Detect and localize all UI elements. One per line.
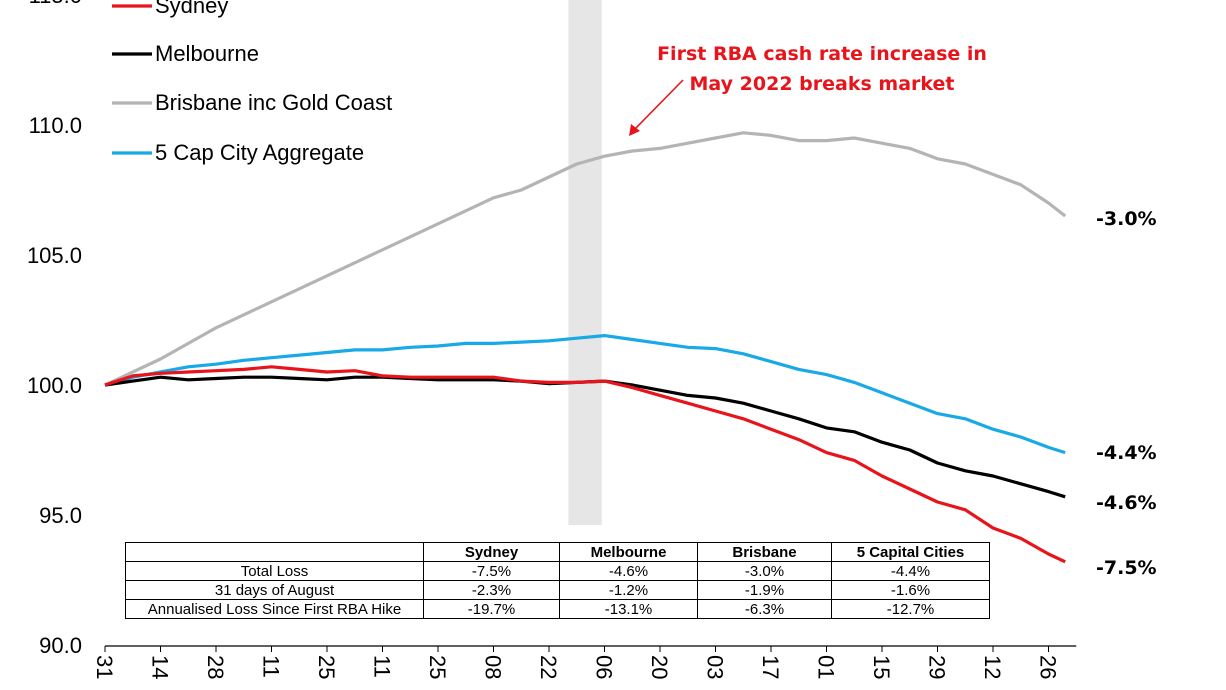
row-label: Annualised Loss Since First RBA Hike xyxy=(125,599,424,619)
table-header-row: Sydney Melbourne Brisbane 5 Capital Citi… xyxy=(125,542,990,562)
table-header-5-capital-cities: 5 Capital Cities xyxy=(831,542,990,562)
end-value-label: -7.5% xyxy=(1096,557,1157,579)
annotation-line-2: May 2022 breaks market xyxy=(690,73,955,95)
table-cell: -7.5% xyxy=(423,561,560,581)
y-tick-label: 115.0 xyxy=(29,0,82,8)
end-value-label: -4.6% xyxy=(1096,492,1157,514)
table-header-sydney: Sydney xyxy=(423,542,560,562)
legend: Sydney Melbourne Brisbane inc Gold Coast 5 … xyxy=(112,0,392,165)
annotation-arrow xyxy=(633,79,684,131)
x-tick-label: 06 xyxy=(592,655,617,679)
legend-label: Brisbane inc Gold Coast xyxy=(155,90,392,115)
x-tick-label: 28 xyxy=(203,655,228,679)
table-row: Total Loss -7.5% -4.6% -3.0% -4.4% xyxy=(125,561,990,581)
end-labels: -3.0% -4.4% -4.6% -7.5% xyxy=(1096,208,1157,579)
table-cell: -1.9% xyxy=(697,580,832,600)
x-tick-label: 29 xyxy=(925,655,950,679)
table-cell: -2.3% xyxy=(423,580,560,600)
table-header-brisbane: Brisbane xyxy=(697,542,832,562)
end-value-label: -4.4% xyxy=(1096,442,1157,464)
table-cell: -3.0% xyxy=(697,561,832,581)
table-cell: -4.4% xyxy=(831,561,990,581)
table-cell: -1.2% xyxy=(559,580,698,600)
y-tick-label: 90.0 xyxy=(39,633,82,658)
x-axis: 31 14 28 11 25 11 25 08 22 06 20 03 17 01 15 29 12 26 xyxy=(92,645,1077,679)
table-cell: -6.3% xyxy=(697,599,832,619)
table-cell: -13.1% xyxy=(559,599,698,619)
table-cell: -1.6% xyxy=(831,580,990,600)
y-tick-label: 95.0 xyxy=(39,503,82,528)
x-tick-label: 11 xyxy=(259,655,284,678)
row-label: Total Loss xyxy=(125,561,424,581)
series-line-brisbane-inc-gold-coast xyxy=(104,131,1067,387)
series-lines xyxy=(104,131,1067,564)
table-cell: -19.7% xyxy=(423,599,560,619)
annotation-line-1: First RBA cash rate increase in xyxy=(657,43,987,65)
table-header-blank xyxy=(125,542,424,562)
x-tick-label: 08 xyxy=(481,655,506,679)
table-cell: -12.7% xyxy=(831,599,990,619)
legend-label: 5 Cap City Aggregate xyxy=(155,140,364,165)
series-line-5-cap-city-aggregate xyxy=(104,334,1066,455)
series-line-sydney xyxy=(104,365,1066,564)
y-tick-label: 105.0 xyxy=(27,243,82,268)
table-cell: -4.6% xyxy=(559,561,698,581)
legend-label: Sydney xyxy=(155,0,228,18)
x-tick-label: 26 xyxy=(1036,655,1061,679)
x-tick-label: 31 xyxy=(92,655,117,679)
y-tick-label: 100.0 xyxy=(27,373,82,398)
row-label: 31 days of August xyxy=(125,580,424,600)
x-tick-label: 01 xyxy=(814,655,839,679)
y-axis: 90.0 95.0 100.0 105.0 110.0 115.0 xyxy=(27,0,82,658)
table-row: Annualised Loss Since First RBA Hike -19… xyxy=(125,599,990,619)
summary-table: Sydney Melbourne Brisbane 5 Capital Citi… xyxy=(125,542,990,619)
x-tick-label: 15 xyxy=(869,655,894,679)
legend-label: Melbourne xyxy=(155,41,259,66)
table-header-melbourne: Melbourne xyxy=(559,542,698,562)
x-tick-label: 17 xyxy=(758,655,783,679)
x-tick-label: 20 xyxy=(647,655,672,679)
x-tick-label: 25 xyxy=(314,655,339,679)
x-tick-label: 22 xyxy=(536,655,561,679)
x-tick-label: 12 xyxy=(980,655,1005,679)
x-tick-label: 25 xyxy=(425,655,450,679)
x-tick-label: 14 xyxy=(148,655,173,679)
x-tick-label: 11 xyxy=(370,655,395,678)
annotation: First RBA cash rate increase in May 2022… xyxy=(629,43,987,136)
annotation-arrowhead xyxy=(629,124,640,136)
y-tick-label: 110.0 xyxy=(29,113,82,138)
table-row: 31 days of August -2.3% -1.2% -1.9% -1.6… xyxy=(125,580,990,600)
end-value-label: -3.0% xyxy=(1096,208,1157,230)
rba-hike-shaded-period xyxy=(568,0,602,525)
x-tick-label: 03 xyxy=(703,655,728,679)
